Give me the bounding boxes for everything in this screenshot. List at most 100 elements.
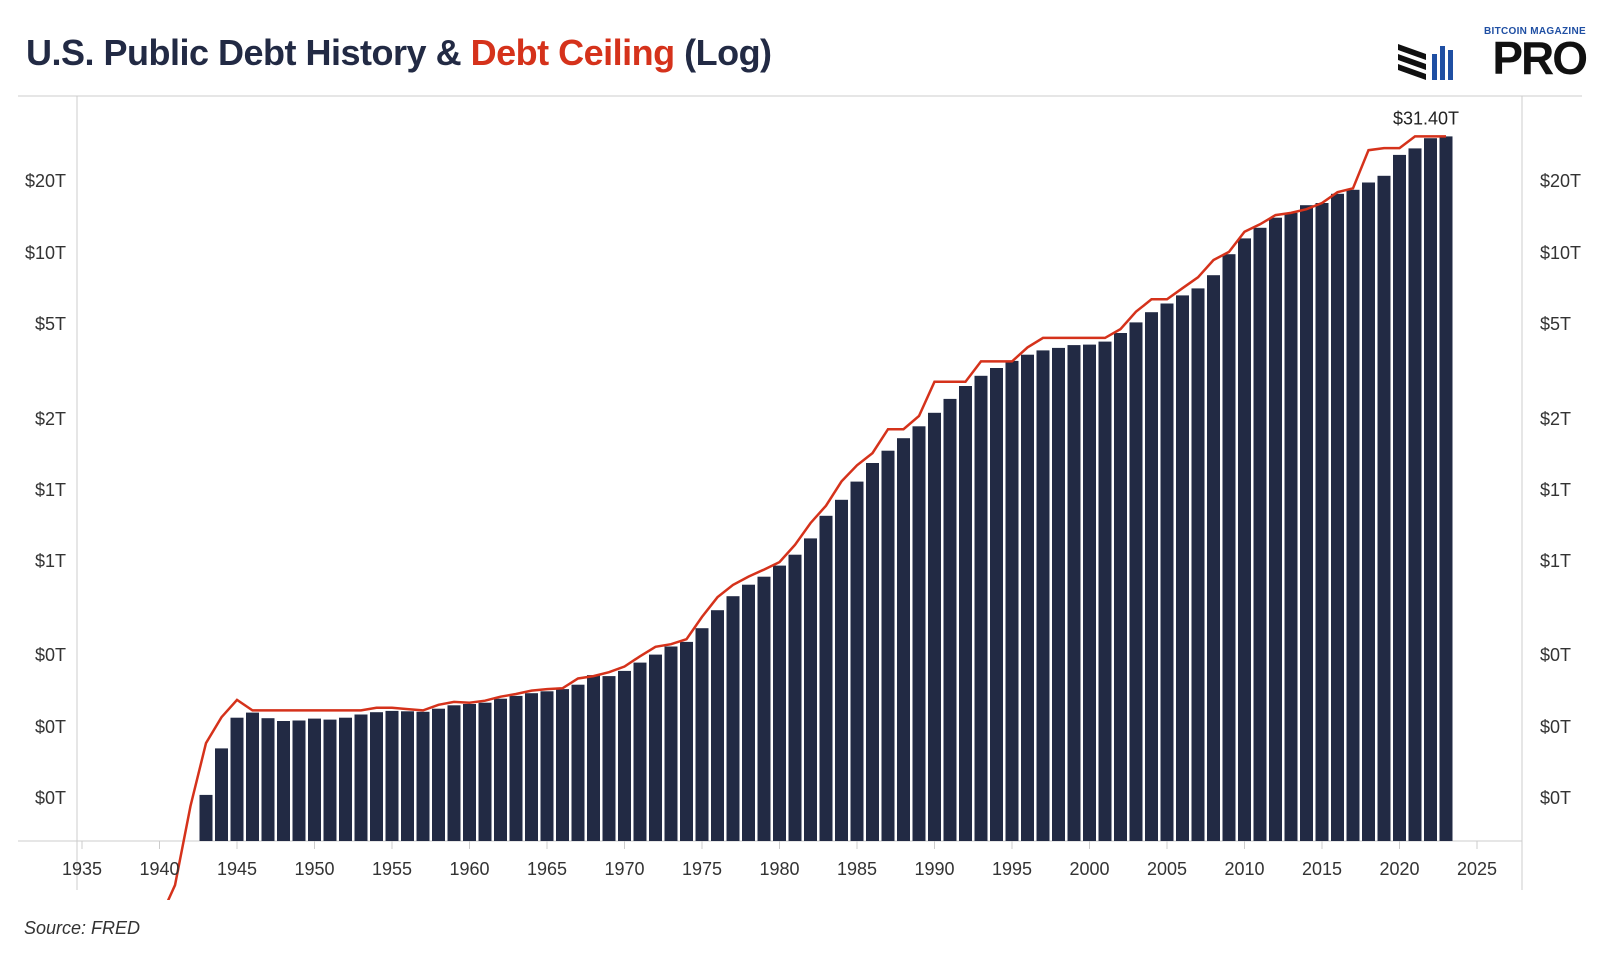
debt-bar xyxy=(525,693,538,841)
debt-bar xyxy=(804,538,817,841)
debt-bar xyxy=(1098,341,1112,841)
x-axis: 1935 1940 1945 1950 1955 1960 1965 1970 1975 1980… xyxy=(62,841,1497,879)
debt-bar xyxy=(1191,288,1205,841)
debt-bar xyxy=(881,450,895,841)
debt-bar xyxy=(757,576,771,841)
debt-bar xyxy=(711,610,724,841)
debt-bar xyxy=(1067,345,1081,841)
y-tick-label-right: $0T xyxy=(1540,717,1571,737)
debt-bar xyxy=(1300,205,1313,841)
debt-bar xyxy=(897,438,910,841)
title-main: U.S. Public Debt History & xyxy=(26,32,471,73)
debt-bar xyxy=(726,596,740,841)
debt-bar xyxy=(1129,322,1143,841)
debt-bar xyxy=(1021,354,1034,841)
debt-bar xyxy=(261,718,275,841)
debt-bar xyxy=(587,675,600,841)
debt-bar xyxy=(1222,254,1236,841)
title-highlight: Debt Ceiling xyxy=(470,32,676,73)
x-tick-label: 1985 xyxy=(837,859,877,879)
debt-bar xyxy=(1083,344,1096,841)
x-tick-label: 2010 xyxy=(1224,859,1264,879)
debt-bar xyxy=(354,714,368,841)
debt-bar xyxy=(1408,148,1422,841)
x-tick-label: 1955 xyxy=(372,859,412,879)
debt-bar xyxy=(928,412,941,841)
debt-bar xyxy=(1145,312,1158,841)
debt-bar xyxy=(432,708,445,841)
debt-bar xyxy=(277,721,290,841)
y-axis-right: $20T $10T $5T $2T $1T $1T $0T $0T $0T xyxy=(1540,171,1581,808)
debt-bar xyxy=(323,719,337,841)
debt-bar xyxy=(1253,227,1267,842)
debt-bar xyxy=(943,398,957,841)
x-tick-label: 1990 xyxy=(914,859,954,879)
y-tick-label-right: $10T xyxy=(1540,243,1581,263)
logo-mark-icon xyxy=(1398,44,1453,80)
chart-title: U.S. Public Debt History & Debt Ceiling … xyxy=(26,32,772,74)
y-tick-label-right: $5T xyxy=(1540,314,1571,334)
x-tick-label: 2000 xyxy=(1069,859,1109,879)
bar-series xyxy=(199,136,1453,842)
debt-bar xyxy=(447,705,461,841)
y-tick-label: $0T xyxy=(35,717,66,737)
debt-bar xyxy=(1238,238,1251,841)
debt-bar xyxy=(788,554,802,841)
debt-bar xyxy=(308,718,321,841)
debt-bar xyxy=(680,641,693,841)
y-tick-label-right: $0T xyxy=(1540,645,1571,665)
y-tick-label: $0T xyxy=(35,788,66,808)
debt-bar xyxy=(695,628,709,841)
debt-bar xyxy=(509,695,523,841)
debt-bar xyxy=(571,684,585,841)
y-tick-label: $1T xyxy=(35,480,66,500)
debt-bar xyxy=(1284,212,1298,841)
debt-bar xyxy=(990,368,1003,841)
y-tick-label: $20T xyxy=(25,171,66,191)
debt-bar xyxy=(385,710,399,841)
debt-chart: $20T $10T $5T $2T $1T $1T $0T $0T $0T $20T $10T $5… xyxy=(18,95,1582,900)
debt-bar xyxy=(773,565,786,841)
x-tick-label: 1940 xyxy=(139,859,179,879)
x-tick-label: 2015 xyxy=(1302,859,1342,879)
debt-bar xyxy=(215,748,228,841)
debt-bar xyxy=(664,646,678,841)
debt-bar xyxy=(618,670,631,841)
debt-bar xyxy=(1160,303,1174,841)
last-value-annotation: $31.40T xyxy=(1393,108,1459,128)
x-tick-label: 1945 xyxy=(217,859,257,879)
debt-bar xyxy=(1036,350,1050,841)
debt-bar xyxy=(633,662,647,841)
debt-bar xyxy=(1362,182,1375,841)
y-tick-label: $0T xyxy=(35,645,66,665)
y-tick-label-right: $0T xyxy=(1540,788,1571,808)
debt-bar xyxy=(540,691,554,841)
debt-bar xyxy=(478,702,492,841)
bitcoin-magazine-pro-logo: BITCOIN MAGAZINE PRO xyxy=(1396,26,1588,82)
source-note: Source: FRED xyxy=(24,918,141,938)
y-tick-label-right: $1T xyxy=(1540,480,1571,500)
debt-bar xyxy=(1207,275,1220,841)
debt-bar xyxy=(819,515,833,841)
y-tick-label: $5T xyxy=(35,314,66,334)
debt-bar xyxy=(742,584,755,841)
debt-bar xyxy=(1424,138,1437,841)
debt-bar xyxy=(1315,203,1329,841)
debt-bar xyxy=(292,720,306,841)
x-tick-label: 2020 xyxy=(1379,859,1419,879)
x-tick-label: 1935 xyxy=(62,859,102,879)
debt-bar xyxy=(199,794,213,841)
debt-bar xyxy=(866,463,879,841)
debt-bar xyxy=(1439,136,1453,841)
debt-bar xyxy=(1052,347,1065,841)
debt-bar xyxy=(1114,333,1127,841)
x-tick-label: 2005 xyxy=(1147,859,1187,879)
title-suffix: (Log) xyxy=(674,32,772,73)
y-tick-label: $2T xyxy=(35,409,66,429)
y-tick-label-right: $20T xyxy=(1540,171,1581,191)
x-tick-label: 2025 xyxy=(1457,859,1497,879)
debt-bar xyxy=(835,499,848,841)
debt-bar xyxy=(974,375,988,841)
debt-bar xyxy=(1269,217,1282,841)
debt-ceiling-line xyxy=(166,135,1446,900)
